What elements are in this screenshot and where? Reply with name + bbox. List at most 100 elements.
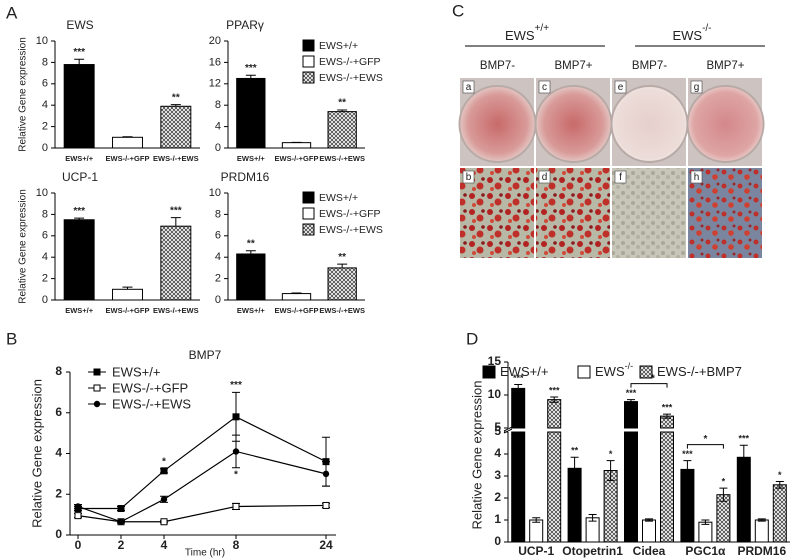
bar (680, 468, 695, 543)
x-tick-label: UCP-1 (518, 544, 554, 558)
error-bar (74, 58, 85, 65)
error-bar (170, 104, 181, 107)
x-axis-label: Time (hr) (185, 548, 225, 559)
error-bar (739, 444, 748, 470)
legend-swatch (302, 55, 315, 68)
marker (232, 448, 240, 455)
y-tick-label: 15 (488, 354, 502, 368)
panel-label: A (6, 3, 18, 22)
y-tick-label: 6 (215, 230, 221, 242)
bar (160, 105, 192, 149)
bar (624, 401, 638, 429)
marker (117, 505, 125, 513)
error-bar (719, 487, 728, 502)
bar (698, 521, 713, 543)
error-bar (337, 109, 348, 112)
y-tick-label: 2 (215, 273, 221, 285)
x-tick-label: 24 (319, 538, 333, 552)
y-tick-label: 2 (494, 490, 501, 504)
x-tick-label: EWS-/-+GFP (106, 154, 150, 163)
y-tick-label: 5 (494, 420, 501, 434)
significance: * (234, 469, 238, 480)
tile-letter-box (614, 170, 627, 184)
marker (74, 503, 82, 510)
tile-letter-box (614, 80, 627, 94)
bracket-label: *** (643, 373, 655, 384)
legend-label: EWS+/+ (319, 40, 358, 52)
tile-letter-box (690, 80, 703, 94)
legend-label: EWS-/-+EWS (112, 396, 191, 411)
bar (511, 387, 526, 429)
y-tick-label: 4 (215, 251, 221, 263)
tile-letter: b (466, 172, 472, 183)
error-bar (645, 518, 653, 522)
legend-label: EWS-/- (595, 361, 633, 379)
marker (322, 501, 330, 509)
bar (112, 288, 143, 301)
bar (236, 253, 266, 301)
dish (610, 85, 689, 163)
tile-letter: d (542, 172, 548, 183)
error-bar (701, 519, 710, 525)
y-tick-label: 20 (209, 35, 221, 47)
significance: *** (170, 205, 182, 216)
error-bar (122, 286, 133, 290)
tile-letter: f (619, 172, 622, 183)
error-bar (775, 481, 784, 489)
x-tick-label: Cidea (633, 544, 666, 558)
significance: * (162, 456, 166, 467)
legend-swatch (302, 207, 315, 220)
error-bar (245, 74, 256, 79)
significance: *** (549, 385, 560, 395)
marker (322, 470, 330, 478)
y-tick-label: 0 (494, 534, 501, 548)
panel-label: D (466, 329, 478, 348)
x-tick-label: PRDM16 (737, 544, 786, 558)
error-bar (757, 518, 766, 522)
y-tick-label: 2 (42, 121, 48, 133)
y-tick-label: 0 (215, 294, 221, 306)
y-tick-label: 3 (494, 468, 501, 482)
x-tick-label: EWS-/-+GFP (275, 154, 319, 163)
x-tick-label: EWS+/+ (65, 306, 94, 315)
error-bar (550, 396, 559, 403)
y-tick-label: 4 (215, 121, 221, 133)
group-label: EWS+/+ (505, 23, 549, 44)
legend-swatch (302, 39, 315, 52)
group-name: EWS (505, 28, 535, 43)
x-tick-label: 8 (233, 538, 240, 552)
y-tick-label: 16 (209, 56, 221, 68)
bar (327, 111, 357, 149)
significance: * (778, 470, 782, 480)
column-label: BMP7+ (706, 60, 744, 72)
group-superscript: +/+ (535, 23, 550, 34)
y-tick-label: 0 (42, 142, 48, 154)
significance: *** (73, 206, 85, 217)
legend-marker (93, 384, 101, 392)
legend-label: EWS+/+ (112, 364, 160, 379)
y-tick-label: 8 (215, 99, 221, 111)
y-tick-label: 2 (42, 273, 48, 285)
marker (160, 467, 168, 475)
bar (281, 293, 312, 301)
x-tick-label: EWS+/+ (237, 306, 266, 315)
legend-swatch (302, 223, 315, 236)
y-tick-label: 6 (42, 230, 48, 242)
error-bar (683, 460, 692, 479)
legend-swatch (302, 71, 315, 84)
y-tick-label: 8 (215, 208, 221, 220)
tile-letter: a (466, 82, 472, 93)
group-label: EWS-/- (672, 23, 711, 44)
axis-break (503, 426, 513, 432)
bar (63, 64, 95, 149)
y-tick-label: 4 (42, 251, 48, 263)
tile-letter-box (538, 170, 551, 184)
error-bar (122, 136, 133, 138)
significance: ** (571, 446, 579, 456)
marker (232, 502, 240, 510)
tile-letter-box (538, 80, 551, 94)
y-tick-label: 6 (42, 78, 48, 90)
bracket (630, 383, 668, 388)
panel-label: B (6, 329, 17, 348)
bracket-label: * (703, 434, 707, 445)
